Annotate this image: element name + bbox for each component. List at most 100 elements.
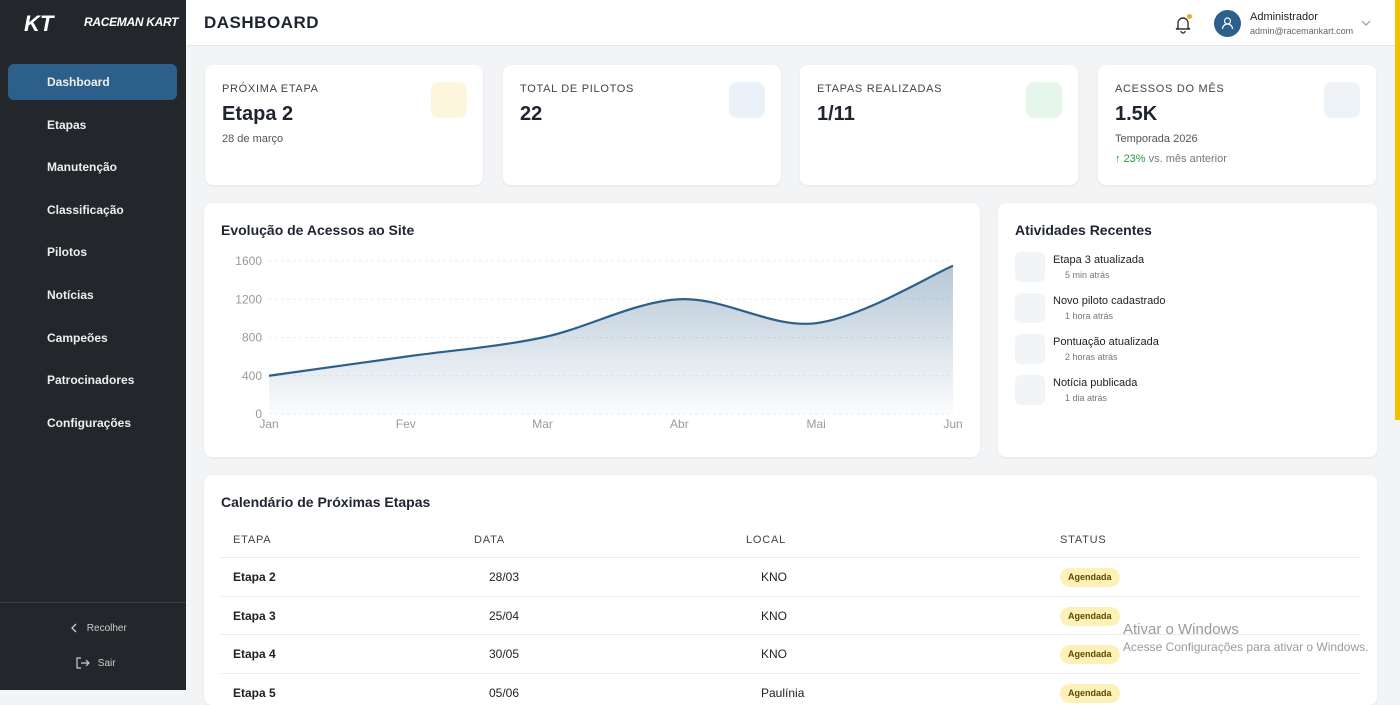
- watermark-title: Ativar o Windows: [1123, 621, 1239, 638]
- activity-icon: [1015, 334, 1045, 364]
- cell-etapa: Etapa 3: [233, 609, 276, 623]
- nav-label: Campeões: [47, 331, 108, 345]
- watermark-text: Acesse Configurações para ativar o Windo…: [1123, 640, 1368, 654]
- edge-stripe: [1395, 0, 1400, 420]
- activity-icon: [1015, 375, 1045, 405]
- activity-icon: [1015, 293, 1045, 323]
- y-tick-label: 1600: [235, 254, 262, 268]
- activity-time: 1 hora atrás: [1065, 311, 1113, 321]
- card-value: 1.5K: [1115, 103, 1157, 126]
- x-tick-label: Jun: [943, 417, 962, 431]
- sidebar-footer: Recolher Sair: [0, 602, 186, 690]
- nav-item[interactable]: Configurações: [8, 405, 177, 441]
- sidebar: KT RACEMAN KART Dashboard Etapas Manutençã…: [0, 0, 186, 690]
- cell-data: 25/04: [489, 609, 519, 623]
- logout-button[interactable]: Sair: [76, 657, 116, 669]
- nav-label: Manutenção: [47, 160, 117, 174]
- table-header: DATA: [474, 534, 505, 546]
- activities-title: Atividades Recentes: [1015, 222, 1152, 238]
- table-header: ETAPA: [233, 534, 271, 546]
- card-icon: [1324, 82, 1360, 118]
- cell-local: KNO: [761, 647, 787, 661]
- cell-local: KNO: [761, 609, 787, 623]
- trend-arrow: ↑: [1115, 153, 1124, 165]
- avatar[interactable]: [1214, 10, 1241, 37]
- card-icon: [1026, 82, 1062, 118]
- collapse-label: Recolher: [87, 623, 127, 634]
- x-tick-label: Fev: [396, 417, 416, 431]
- cell-etapa: Etapa 4: [233, 647, 276, 661]
- x-tick-label: Mar: [532, 417, 553, 431]
- logo: KT: [24, 11, 53, 37]
- nav-item[interactable]: Manutenção: [8, 149, 177, 185]
- y-tick-label: 800: [242, 331, 262, 345]
- nav-label: Classificação: [47, 203, 124, 217]
- card-value: 22: [520, 103, 542, 126]
- stat-card: PRÓXIMA ETAPA Etapa 2 28 de março: [205, 65, 483, 185]
- status-badge: Agendada: [1060, 607, 1120, 626]
- activity-icon: [1015, 252, 1045, 282]
- card-label: TOTAL DE PILOTOS: [520, 83, 634, 95]
- card-icon: [431, 82, 467, 118]
- card-trend: ↑ 23% vs. mês anterior: [1115, 153, 1227, 165]
- nav-label: Pilotos: [47, 245, 87, 259]
- header: DASHBOARD Administrador admin@racemankar…: [186, 0, 1395, 46]
- card-sub: 28 de março: [222, 133, 283, 145]
- activities-panel: Atividades Recentes Etapa 3 atualizada 5 …: [998, 203, 1377, 457]
- notification-bell[interactable]: [1174, 14, 1194, 34]
- page-title: DASHBOARD: [204, 13, 319, 33]
- nav-item[interactable]: Etapas: [8, 107, 177, 143]
- nav-item[interactable]: Classificação: [8, 192, 177, 228]
- stat-card: TOTAL DE PILOTOS 22: [503, 65, 781, 185]
- card-value: 1/11: [817, 103, 855, 126]
- activity-text: Pontuação atualizada: [1053, 336, 1159, 348]
- nav-item[interactable]: Dashboard: [8, 64, 177, 100]
- cell-data: 30/05: [489, 647, 519, 661]
- trend-text: vs. mês anterior: [1149, 153, 1227, 165]
- user-menu-chevron[interactable]: [1361, 19, 1371, 27]
- page: KT RACEMAN KART Dashboard Etapas Manutençã…: [0, 0, 1400, 690]
- activity-text: Etapa 3 atualizada: [1053, 254, 1144, 266]
- calendar-title: Calendário de Próximas Etapas: [221, 494, 430, 510]
- activity-time: 2 horas atrás: [1065, 352, 1118, 362]
- nav-label: Patrocinadores: [47, 373, 134, 387]
- card-label: PRÓXIMA ETAPA: [222, 83, 319, 95]
- table-header: STATUS: [1060, 534, 1107, 546]
- cell-local: Paulínia: [761, 686, 804, 700]
- table-header: LOCAL: [746, 534, 786, 546]
- user-name: Administrador: [1250, 11, 1318, 23]
- card-label: ACESSOS DO MÊS: [1115, 83, 1224, 95]
- logout-icon: [76, 657, 90, 669]
- card-value: Etapa 2: [222, 103, 293, 126]
- nav-label: Dashboard: [47, 75, 110, 89]
- nav-label: Etapas: [47, 118, 86, 132]
- collapse-button[interactable]: Recolher: [70, 623, 127, 634]
- cell-data: 28/03: [489, 570, 519, 584]
- status-badge: Agendada: [1060, 645, 1120, 664]
- x-tick-label: Jan: [259, 417, 278, 431]
- status-badge: Agendada: [1060, 684, 1120, 703]
- chevron-icon: [70, 623, 78, 633]
- nav-item[interactable]: Campeões: [8, 320, 177, 356]
- cell-etapa: Etapa 2: [233, 570, 276, 584]
- nav-item[interactable]: Patrocinadores: [8, 362, 177, 398]
- cell-etapa: Etapa 5: [233, 686, 276, 700]
- card-icon: [729, 82, 765, 118]
- activity: Etapa 3 atualizada 5 min atrás: [1015, 252, 1355, 288]
- nav-item[interactable]: Pilotos: [8, 234, 177, 270]
- x-tick-label: Mai: [807, 417, 826, 431]
- activity-time: 5 min atrás: [1065, 270, 1110, 280]
- y-tick-label: 400: [242, 369, 262, 383]
- nav-item[interactable]: Notícias: [8, 277, 177, 313]
- area: [269, 266, 953, 414]
- brand: RACEMAN KART: [84, 15, 178, 29]
- card-sub: Temporada 2026: [1115, 133, 1198, 145]
- nav-label: Notícias: [47, 288, 94, 302]
- stat-card: ACESSOS DO MÊS 1.5K Temporada 2026 ↑ 23% vs…: [1098, 65, 1376, 185]
